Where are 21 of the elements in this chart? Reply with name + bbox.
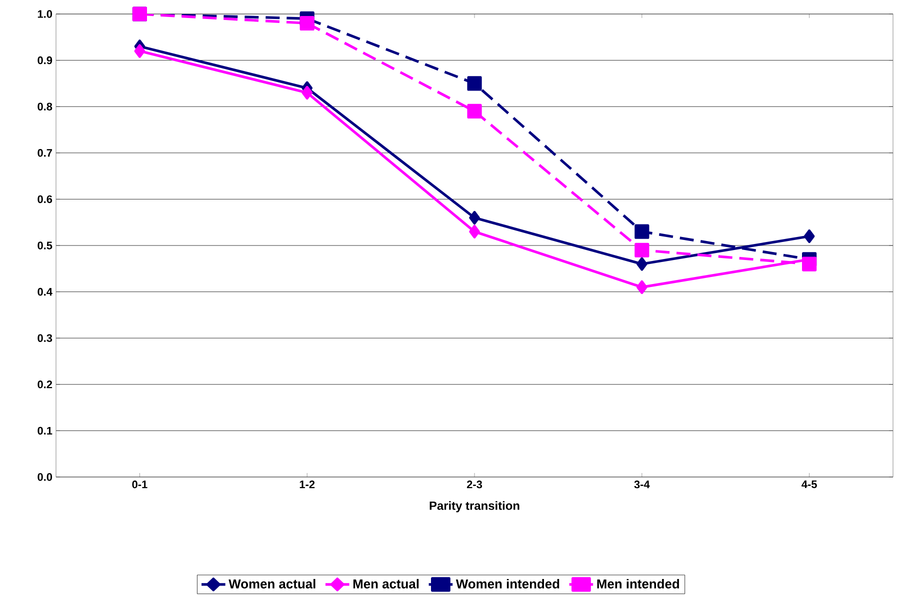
legend-label: Women actual [228, 578, 316, 588]
y-tick-label: 0.5 [38, 242, 52, 250]
x-axis-title: Parity transition [430, 501, 520, 512]
y-tick-label: 0.8 [38, 102, 52, 110]
legend-label: Women intended [456, 578, 560, 588]
y-tick-label: 0.6 [38, 195, 52, 204]
legend-label: Men actual [353, 578, 419, 588]
y-tick-label: 0.4 [38, 288, 52, 296]
x-tick-label: 2-3 [466, 480, 482, 488]
y-tick-label: 0.7 [38, 149, 52, 157]
x-tick-label: 1-2 [300, 480, 315, 488]
y-tick-label: 0.9 [38, 56, 52, 64]
y-tick-label: 0.1 [38, 426, 52, 435]
x-tick-label: 3-4 [634, 480, 650, 488]
legend-label: Men intended [597, 578, 679, 588]
x-tick-label: 0-1 [132, 480, 148, 488]
y-tick-label: 1.0 [38, 10, 52, 18]
x-tick-label: 4-5 [802, 480, 817, 488]
y-tick-label: 0.2 [38, 380, 52, 388]
y-tick-label: 0.3 [38, 334, 52, 342]
y-tick-label: 0.0 [38, 473, 52, 481]
